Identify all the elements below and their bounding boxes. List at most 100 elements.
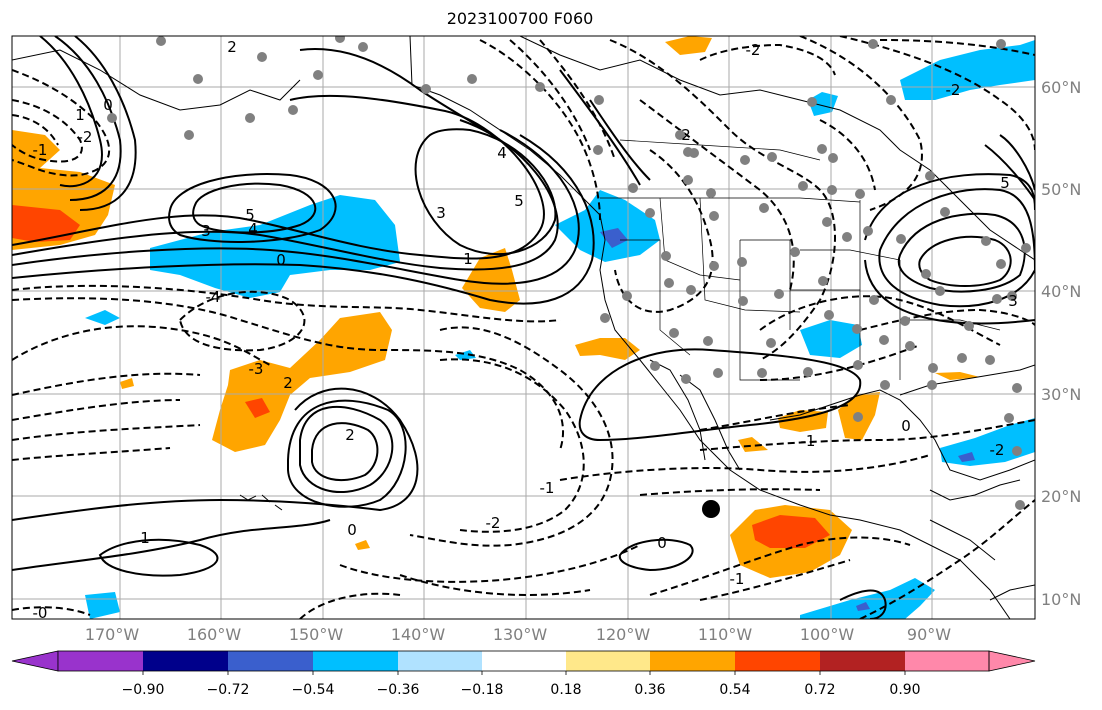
colorbar-tick: 0.72 — [804, 682, 835, 698]
contour-label: 3 — [201, 222, 211, 240]
lon-label: 170°W — [85, 625, 140, 644]
blue-anomaly-region — [940, 418, 1035, 466]
contour-labels: 2 1 0 -2 -1 5 4 3 -4 -3 0 1 2 3 5 4 -1 -… — [33, 38, 1018, 622]
lon-label: 110°W — [698, 625, 753, 644]
orange-anomaly-region — [120, 378, 134, 389]
colorbar-segment — [228, 651, 313, 671]
contour-label: 5 — [1000, 174, 1010, 192]
contour-label: -2 — [486, 514, 501, 532]
contour-label: -2 — [78, 128, 93, 146]
coastlines — [12, 36, 1035, 619]
colorbar-tick: 0.36 — [634, 682, 665, 698]
contour-label: -1 — [730, 570, 745, 588]
contour-label: 4 — [497, 144, 507, 162]
orange-anomaly-region — [738, 437, 768, 452]
colorbar-segment — [313, 651, 398, 671]
red-anomaly-region — [12, 205, 80, 242]
lat-label: 30°N — [1041, 385, 1081, 404]
contour-label: -1 — [33, 141, 48, 159]
colorbar-segment — [735, 651, 820, 671]
contour-label: -0 — [33, 604, 48, 622]
contour-label: 0 — [276, 251, 286, 269]
contour-label: -2 — [990, 441, 1005, 459]
orange-anomaly-region — [665, 36, 712, 55]
contour-label: 1 — [463, 250, 473, 268]
contour-label: 0 — [901, 417, 911, 435]
contour-label: -1 — [540, 479, 555, 497]
map-plot-area: 2 1 0 -2 -1 5 4 3 -4 -3 0 1 2 3 5 4 -1 -… — [12, 36, 1035, 622]
colorbar-max-arrow — [988, 650, 1036, 672]
contour-label: -3 — [249, 360, 264, 378]
lon-label: 130°W — [493, 625, 548, 644]
lat-label: 10°N — [1041, 590, 1081, 609]
red-anomaly-region — [752, 515, 830, 548]
map-title: 2023100700 F060 — [446, 9, 594, 28]
lat-label: 60°N — [1041, 78, 1081, 97]
colorbar-min-arrow — [11, 650, 59, 672]
lon-label: 160°W — [187, 625, 242, 644]
contour-label: 0 — [347, 521, 357, 539]
blue-anomaly-region — [555, 190, 660, 262]
colorbar-segment — [650, 651, 735, 671]
station-markers — [107, 36, 1031, 510]
orange-anomaly-region — [355, 540, 370, 550]
contour-label: 2 — [681, 126, 691, 144]
colorbar-segment — [820, 651, 905, 671]
lat-label: 50°N — [1041, 180, 1081, 199]
contour-label: 5 — [514, 192, 524, 210]
longitude-labels: 170°W 160°W 150°W 140°W 130°W 120°W 110°… — [85, 625, 951, 644]
lat-label: 40°N — [1041, 282, 1081, 301]
contour-label: 3 — [1008, 292, 1018, 310]
contour-label: -4 — [206, 288, 221, 306]
deep-blue-anomaly-region — [856, 602, 870, 611]
contour-label: 1 — [75, 106, 85, 124]
colorbar-segment — [143, 651, 228, 671]
blue-anomaly-region — [900, 40, 1035, 100]
deep-blue-anomaly-region — [958, 452, 975, 462]
colorbar-segment — [566, 651, 650, 671]
contour-label: 0 — [103, 96, 113, 114]
lon-label: 90°W — [907, 625, 951, 644]
blue-anomaly-region — [150, 195, 400, 298]
state-borders — [600, 139, 1001, 381]
orange-anomaly-region — [935, 372, 980, 380]
lon-label: 140°W — [391, 625, 446, 644]
red-anomaly-region — [245, 398, 270, 418]
colorbar-ticks: −0.90 −0.72 −0.54 −0.36 −0.18 0.18 0.36 … — [122, 682, 921, 698]
contour-label: 5 — [245, 206, 255, 224]
colorbar-segment — [58, 651, 143, 671]
blue-anomaly-region — [85, 310, 120, 325]
target-marker — [702, 500, 720, 518]
contour-label: 4 — [248, 220, 258, 238]
contour-label: 1 — [140, 529, 150, 547]
contour-label: -1 — [801, 432, 816, 450]
blue-anomaly-region — [455, 350, 476, 360]
colorbar: −0.90 −0.72 −0.54 −0.36 −0.18 0.18 0.36 … — [11, 650, 1036, 698]
colorbar-tick: 0.90 — [889, 682, 920, 698]
lon-label: 150°W — [289, 625, 344, 644]
orange-anomaly-region — [575, 338, 640, 360]
colorbar-segment — [905, 651, 989, 671]
dashed-contours — [12, 36, 1035, 619]
contour-label: 2 — [283, 374, 293, 392]
colorbar-segment — [482, 651, 566, 671]
colorbar-tick: 0.18 — [550, 682, 581, 698]
lon-label: 100°W — [800, 625, 855, 644]
lon-label: 120°W — [596, 625, 651, 644]
map-frame — [11, 35, 1036, 620]
contour-label: 2 — [345, 426, 355, 444]
colorbar-tick: −0.36 — [377, 682, 420, 698]
contour-label: 2 — [227, 38, 237, 56]
colorbar-tick: 0.54 — [719, 682, 750, 698]
contour-label: 3 — [436, 204, 446, 222]
solid-contours — [12, 36, 1035, 619]
colorbar-tick: −0.72 — [207, 682, 250, 698]
colorbar-tick: −0.18 — [461, 682, 504, 698]
latitude-labels: 60°N 50°N 40°N 30°N 20°N 10°N — [1041, 78, 1081, 609]
colorbar-tick: −0.54 — [292, 682, 335, 698]
contour-label: 0 — [657, 534, 667, 552]
contour-label: -2 — [746, 41, 761, 59]
contour-label: -2 — [946, 81, 961, 99]
colorbar-segment — [398, 651, 482, 671]
